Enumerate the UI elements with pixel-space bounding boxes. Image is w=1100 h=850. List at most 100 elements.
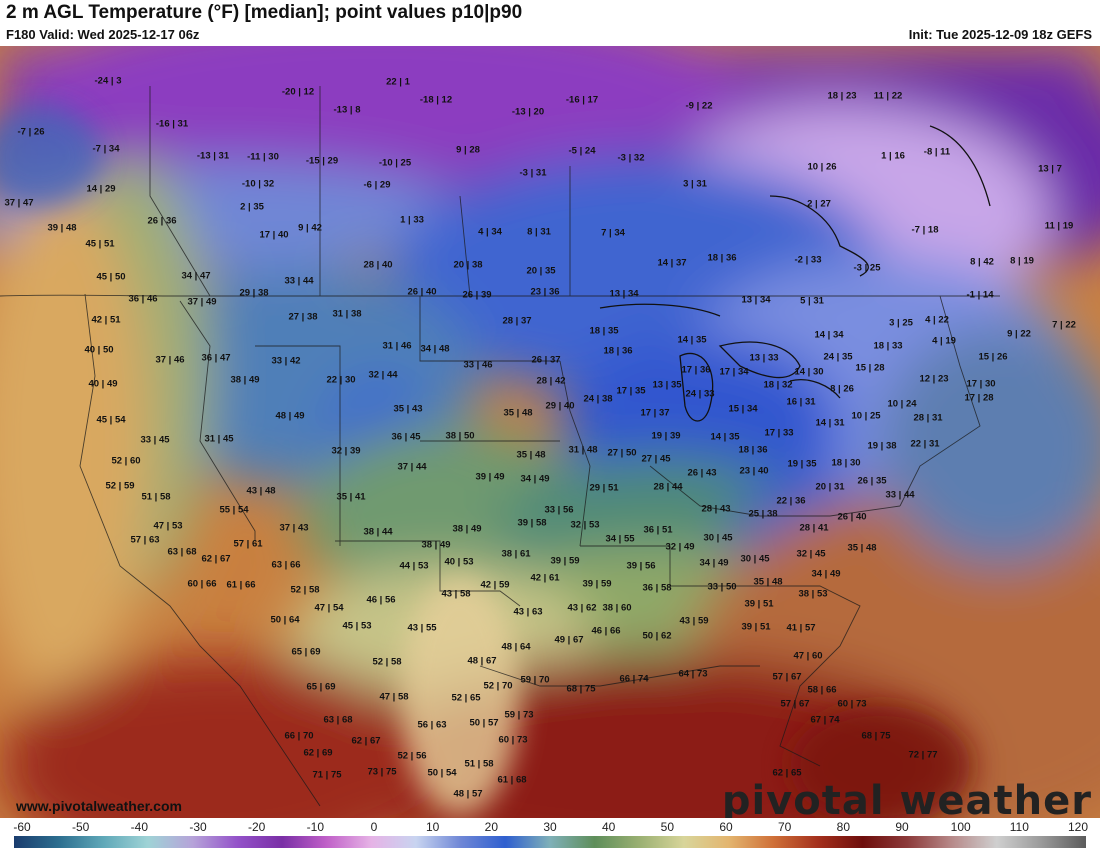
point-value-label: 2 | 27 — [807, 198, 831, 210]
point-value-label: -15 | 29 — [305, 155, 339, 167]
point-value-label: 51 | 58 — [464, 758, 494, 770]
point-value-label: 37 | 43 — [279, 522, 309, 534]
point-value-label: 29 | 38 — [239, 287, 269, 299]
point-value-label: 28 | 41 — [799, 522, 829, 534]
point-value-label: 39 | 58 — [517, 517, 547, 529]
point-value-label: 31 | 45 — [204, 433, 234, 445]
point-value-label: 39 | 59 — [582, 578, 612, 590]
point-value-label: 11 | 22 — [873, 90, 903, 102]
colorbar-tick-label: 30 — [543, 820, 557, 834]
point-value-label: 33 | 46 — [463, 359, 493, 371]
point-value-label: 57 | 61 — [233, 538, 263, 550]
point-value-label: 33 | 44 — [284, 275, 314, 287]
point-value-label: 17 | 40 — [259, 229, 289, 241]
point-value-label: 34 | 49 — [699, 557, 729, 569]
point-value-label: 60 | 73 — [837, 698, 867, 710]
point-value-label: -9 | 22 — [685, 100, 713, 112]
point-value-label: 17 | 28 — [964, 392, 994, 404]
point-value-label: 52 | 58 — [290, 584, 320, 596]
point-value-label: -3 | 31 — [519, 167, 547, 179]
point-value-label: 13 | 35 — [652, 379, 682, 391]
point-value-label: 43 | 58 — [441, 588, 471, 600]
colorbar-tick-label: 0 — [370, 820, 378, 834]
point-value-label: 31 | 46 — [382, 340, 412, 352]
point-value-label: 2 | 35 — [240, 201, 264, 213]
point-value-label: 72 | 77 — [908, 749, 938, 761]
point-value-label: 14 | 37 — [657, 257, 687, 269]
point-value-label: 20 | 38 — [453, 259, 483, 271]
point-value-label: 18 | 32 — [763, 379, 793, 391]
point-value-label: 19 | 35 — [787, 458, 817, 470]
point-value-label: 62 | 67 — [201, 553, 231, 565]
point-value-label: 25 | 38 — [748, 508, 778, 520]
point-value-label: 13 | 34 — [609, 288, 639, 300]
point-value-label: -5 | 24 — [568, 145, 596, 157]
point-value-label: 26 | 35 — [857, 475, 887, 487]
point-value-label: 40 | 50 — [84, 344, 114, 356]
point-value-label: 24 | 33 — [685, 388, 715, 400]
point-value-label: 18 | 35 — [589, 325, 619, 337]
point-value-label: 26 | 36 — [147, 215, 177, 227]
point-value-label: 19 | 39 — [651, 430, 681, 442]
point-value-label: 26 | 40 — [407, 286, 437, 298]
point-value-label: 15 | 26 — [978, 351, 1008, 363]
point-value-label: 18 | 33 — [873, 340, 903, 352]
point-value-label: 40 | 53 — [444, 556, 474, 568]
point-value-label: 36 | 58 — [642, 582, 672, 594]
point-value-label: 22 | 1 — [386, 76, 410, 88]
point-value-label: 18 | 30 — [831, 457, 861, 469]
point-value-label: 38 | 49 — [230, 374, 260, 386]
point-value-label: 65 | 69 — [291, 646, 321, 658]
point-value-label: 12 | 23 — [919, 373, 949, 385]
point-value-label: -13 | 8 — [333, 104, 361, 116]
point-value-label: 32 | 49 — [665, 541, 695, 553]
point-value-label: 39 | 59 — [550, 555, 580, 567]
point-value-label: 28 | 31 — [913, 412, 943, 424]
point-value-label: -1 | 14 — [966, 289, 994, 301]
point-value-label: 52 | 59 — [105, 480, 135, 492]
point-value-label: 29 | 51 — [589, 482, 619, 494]
point-value-label: 17 | 33 — [764, 427, 794, 439]
point-value-label: 39 | 56 — [626, 560, 656, 572]
point-value-label: 60 | 66 — [187, 578, 217, 590]
point-value-label: 9 | 28 — [456, 144, 480, 156]
point-value-label: 35 | 48 — [503, 407, 533, 419]
point-value-label: 14 | 35 — [710, 431, 740, 443]
point-value-label: 32 | 39 — [331, 445, 361, 457]
point-value-label: 13 | 7 — [1038, 163, 1062, 175]
temperature-map[interactable]: -24 | 3 -20 | 12 22 | 1 -18 | 12 -13 | 20 -16… — [0, 46, 1100, 818]
point-value-label: 14 | 35 — [677, 334, 707, 346]
point-value-label: 20 | 35 — [526, 265, 556, 277]
point-value-label: 34 | 49 — [520, 473, 550, 485]
point-value-label: 42 | 61 — [530, 572, 560, 584]
point-value-label: 38 | 60 — [602, 602, 632, 614]
point-value-label: 47 | 60 — [793, 650, 823, 662]
point-value-label: 48 | 67 — [467, 655, 497, 667]
point-value-label: 20 | 31 — [815, 481, 845, 493]
point-value-label: 66 | 70 — [284, 730, 314, 742]
point-value-label: 19 | 38 — [867, 440, 897, 452]
point-value-label: 11 | 19 — [1044, 220, 1074, 232]
point-value-label: 50 | 54 — [427, 767, 457, 779]
point-value-label: 26 | 37 — [531, 354, 561, 366]
colorbar-tick-label: 10 — [425, 820, 440, 834]
point-value-label: 39 | 49 — [475, 471, 505, 483]
point-value-label: 48 | 49 — [275, 410, 305, 422]
colorbar-tick-label: 60 — [719, 820, 733, 834]
point-value-label: 23 | 36 — [530, 286, 560, 298]
point-value-label: 1 | 16 — [881, 150, 905, 162]
point-value-label: 15 | 34 — [728, 403, 758, 415]
colorbar-tick-label: -10 — [306, 820, 324, 834]
map-header: 2 m AGL Temperature (°F) [median]; point… — [0, 0, 1100, 46]
point-value-label: 22 | 31 — [910, 438, 940, 450]
colorbar-tick-label: 40 — [601, 820, 616, 834]
valid-time: F180 Valid: Wed 2025-12-17 06z — [6, 27, 200, 42]
point-value-label: 29 | 40 — [545, 400, 575, 412]
point-value-label: 49 | 67 — [554, 634, 584, 646]
point-value-label: 63 | 68 — [167, 546, 197, 558]
point-value-label: 73 | 75 — [367, 766, 397, 778]
point-value-label: 46 | 66 — [591, 625, 621, 637]
colorbar-tick-label: 100 — [950, 820, 971, 834]
point-value-label: 38 | 50 — [445, 430, 475, 442]
point-value-label: 61 | 66 — [226, 579, 256, 591]
